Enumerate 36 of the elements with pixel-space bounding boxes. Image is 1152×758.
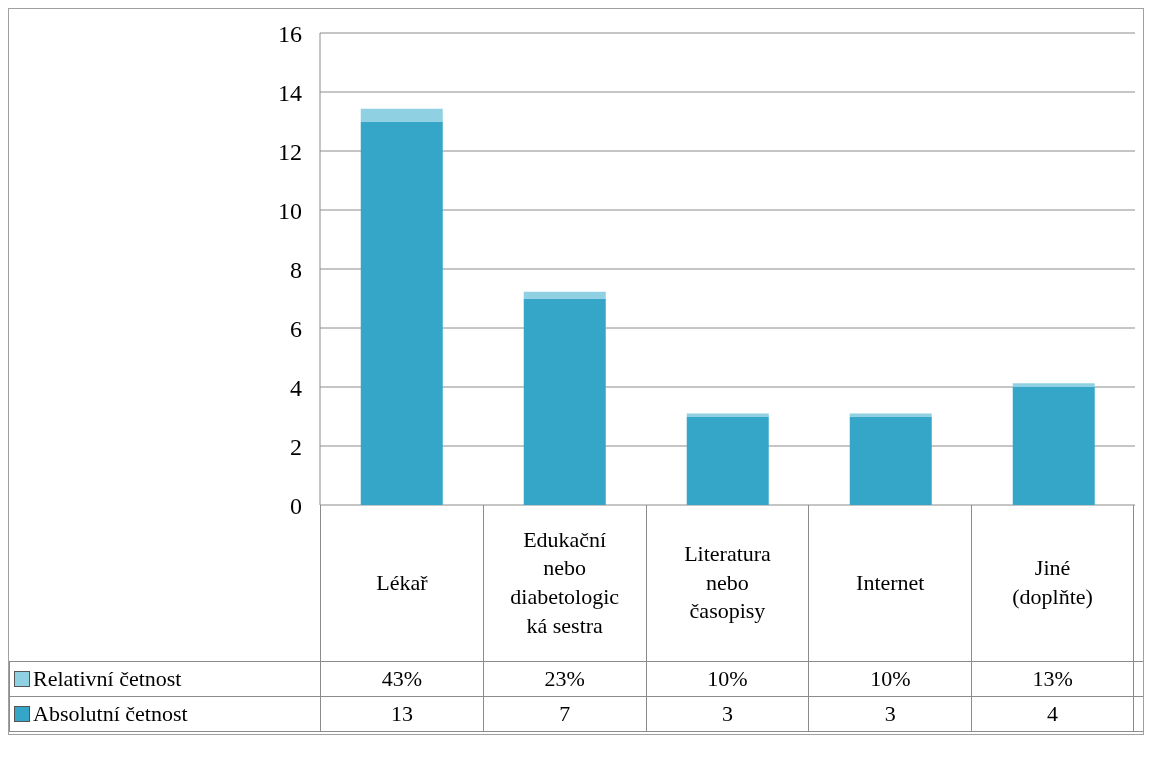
y-tick-label: 4 [290, 374, 302, 401]
x-tick-label: Lékař [320, 505, 483, 661]
bar [686, 413, 769, 417]
data-label: 7 [482, 697, 646, 731]
y-tick-label: 10 [278, 197, 302, 224]
y-tick-label: 8 [290, 256, 302, 283]
bar [523, 291, 606, 299]
y-tick-label: 2 [290, 433, 302, 460]
y-tick-label: 6 [290, 315, 302, 342]
bar [849, 413, 932, 417]
bar [360, 121, 443, 505]
bar [360, 108, 443, 122]
bar [686, 416, 769, 505]
data-label: 23% [482, 662, 646, 696]
bar [1012, 387, 1095, 505]
y-tick-label: 0 [290, 492, 302, 519]
data-label: 10% [808, 662, 972, 696]
data-label: 13% [971, 662, 1134, 696]
data-label: 3 [645, 697, 809, 731]
data-label: 3 [808, 697, 972, 731]
data-label: 13 [320, 697, 483, 731]
legend-label: Relativní četnost [9, 662, 320, 696]
data-label: 4 [971, 697, 1134, 731]
data-label: 43% [320, 662, 483, 696]
bar [849, 416, 932, 505]
x-tick-label: Edukační nebo diabetologická sestra [482, 505, 646, 661]
y-tick-label: 16 [278, 20, 302, 47]
x-tick-label: Internet [808, 505, 972, 661]
x-tick-label: Literatura nebo časopisy [645, 505, 809, 661]
y-tick-label: 14 [278, 79, 302, 106]
x-tick-label: Jiné (doplňte) [971, 505, 1134, 661]
bar [1012, 383, 1095, 387]
legend-label: Absolutní četnost [9, 697, 320, 731]
data-label: 10% [645, 662, 809, 696]
y-tick-label: 12 [278, 138, 302, 165]
bar [523, 298, 606, 505]
